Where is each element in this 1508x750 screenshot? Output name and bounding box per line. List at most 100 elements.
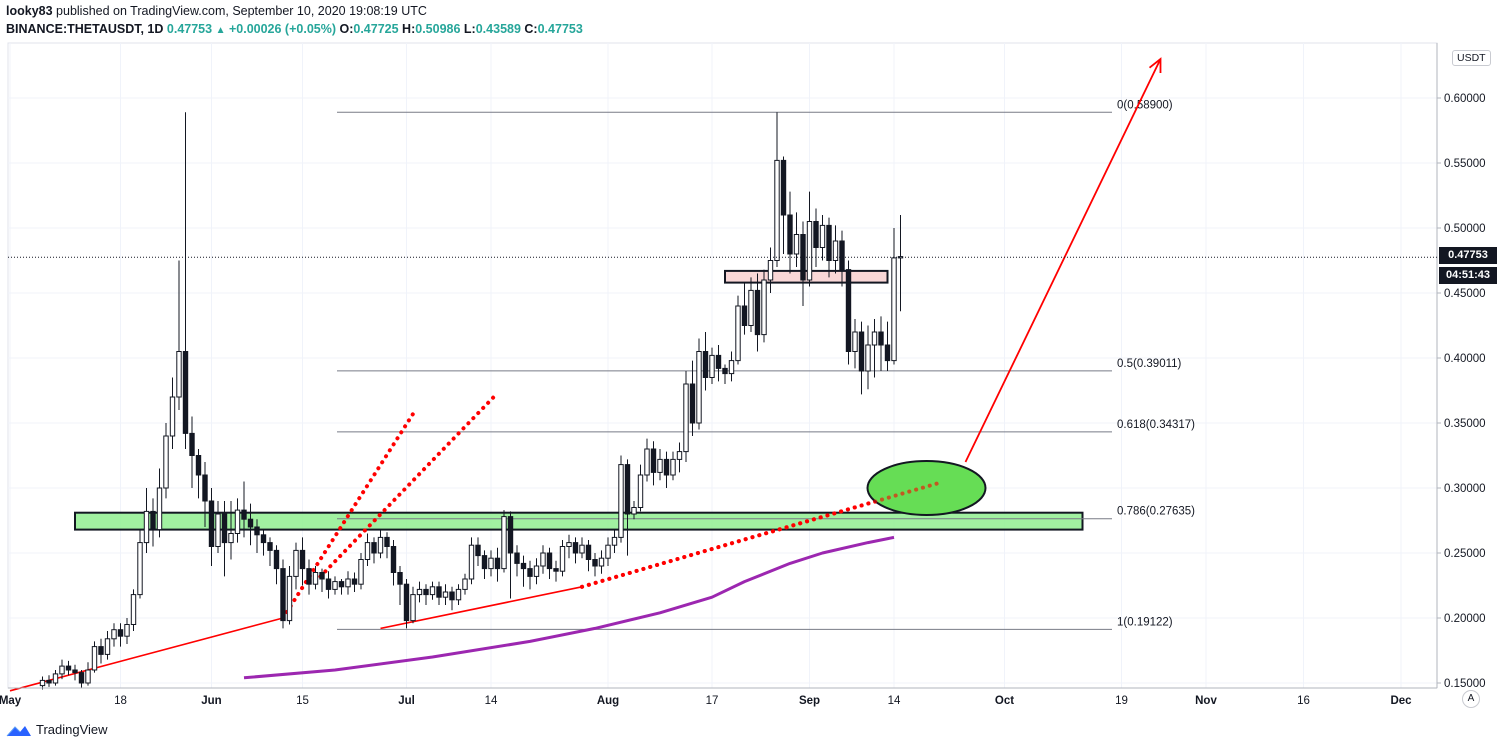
candle-up bbox=[286, 575, 293, 622]
ma-line bbox=[243, 535, 895, 680]
candle-down bbox=[754, 289, 761, 336]
support-zone bbox=[74, 511, 1084, 531]
annotations[interactable] bbox=[580, 57, 1162, 589]
candle-up bbox=[676, 451, 683, 460]
x-tick-label: May bbox=[0, 695, 22, 707]
auto-scale-button[interactable]: A bbox=[1462, 690, 1480, 708]
candle-up bbox=[455, 588, 462, 601]
candle-down bbox=[826, 224, 832, 261]
candle-down bbox=[650, 448, 657, 473]
price-change: +0.00026 (+0.05%) bbox=[228, 22, 336, 36]
y-tick-label: 0.30000 bbox=[1444, 483, 1486, 495]
candle-up bbox=[332, 581, 338, 590]
publish-info: published on TradingView.com, September … bbox=[56, 4, 427, 18]
candle-up bbox=[670, 458, 676, 476]
candle-up bbox=[169, 396, 176, 437]
trendlines[interactable] bbox=[9, 391, 942, 692]
resistance-zone bbox=[724, 269, 889, 284]
publisher-line: looky83 published on TradingView.com, Se… bbox=[6, 4, 427, 18]
candle-up bbox=[364, 542, 371, 560]
candle-down bbox=[98, 646, 104, 655]
symbol-label[interactable]: BINANCE:THETAUSDT, 1D bbox=[6, 22, 164, 36]
x-tick-label: Oct bbox=[995, 695, 1014, 707]
tradingview-logo-icon bbox=[6, 725, 31, 736]
candle-down bbox=[858, 331, 865, 372]
y-tick-label: 0.35000 bbox=[1444, 418, 1486, 430]
x-tick-label: 14 bbox=[485, 695, 498, 707]
author-name[interactable]: looky83 bbox=[6, 4, 53, 18]
candle-up bbox=[819, 224, 826, 248]
candle-down bbox=[572, 542, 579, 554]
y-tick-label: 0.50000 bbox=[1444, 223, 1486, 235]
y-tick-label: 0.20000 bbox=[1444, 613, 1486, 625]
candle-down bbox=[390, 546, 397, 573]
candle-up bbox=[767, 260, 774, 281]
candle-up bbox=[312, 572, 319, 585]
candle-up bbox=[137, 542, 143, 596]
y-tick-label: 0.40000 bbox=[1444, 353, 1486, 365]
candle-up bbox=[761, 279, 767, 336]
candle-down bbox=[319, 572, 325, 580]
candle-down bbox=[689, 383, 696, 424]
candle-up bbox=[91, 646, 98, 671]
candle-up bbox=[631, 507, 637, 515]
candle-down bbox=[546, 552, 553, 570]
candle-down bbox=[813, 221, 819, 248]
candle-up bbox=[566, 542, 572, 547]
fib-retracement[interactable]: 0(0.58900) 0.5(0.39011) 0.618(0.34317) 0.78… bbox=[337, 99, 1195, 630]
x-tick-label: 14 bbox=[888, 695, 901, 707]
candle-down bbox=[449, 591, 455, 601]
candle-up bbox=[85, 669, 91, 684]
candle-up bbox=[442, 591, 449, 598]
candle-up bbox=[228, 533, 234, 544]
candle-up bbox=[52, 673, 59, 684]
dotted-trendline-overlay bbox=[580, 480, 942, 589]
fib-level-label: 1(0.19122) bbox=[1117, 616, 1173, 628]
candle-down bbox=[715, 354, 722, 369]
candle-down bbox=[260, 534, 267, 544]
moving-average bbox=[243, 535, 895, 680]
candle-up bbox=[806, 221, 813, 281]
candle-up bbox=[462, 578, 468, 590]
projection-arrow bbox=[964, 58, 1162, 463]
candle-up bbox=[429, 586, 436, 596]
candle-up bbox=[891, 257, 897, 362]
axes: 0.15000 0.20000 0.25000 0.30000 0.35000 0.400… bbox=[0, 43, 1486, 707]
trendline bbox=[9, 617, 284, 692]
candle-down bbox=[403, 583, 410, 622]
candle-down bbox=[494, 557, 501, 570]
candle-up bbox=[618, 464, 624, 538]
arrow-head-icon bbox=[1148, 57, 1162, 74]
candle-down bbox=[423, 588, 429, 596]
candle-down bbox=[384, 536, 390, 548]
price-zones bbox=[74, 269, 1084, 531]
candle-down bbox=[182, 351, 189, 434]
candle-down bbox=[273, 549, 280, 570]
candle-down bbox=[189, 432, 195, 456]
candle-down bbox=[46, 679, 52, 684]
currency-label[interactable]: USDT bbox=[1452, 50, 1491, 66]
candle-up bbox=[215, 513, 221, 547]
dotted-trendline bbox=[281, 411, 415, 620]
candle-down bbox=[299, 549, 306, 570]
y-tick-label: 0.45000 bbox=[1444, 288, 1486, 300]
candle-down bbox=[663, 458, 670, 476]
candle-down bbox=[351, 578, 358, 585]
x-tick-label: 16 bbox=[1297, 695, 1310, 707]
candle-down bbox=[78, 672, 85, 684]
candle-up bbox=[345, 578, 351, 588]
candle-down bbox=[371, 542, 377, 554]
candle-up bbox=[59, 665, 65, 675]
candle-down bbox=[150, 510, 156, 531]
dotted-trendline bbox=[313, 391, 500, 584]
candle-down bbox=[241, 509, 247, 520]
candle-up bbox=[865, 344, 871, 372]
candle-down bbox=[202, 474, 208, 502]
footer-brand[interactable]: TradingView bbox=[6, 722, 108, 737]
candle-up bbox=[468, 544, 475, 580]
candle-down bbox=[845, 269, 852, 353]
candle-up bbox=[728, 360, 735, 375]
candle-down bbox=[741, 305, 748, 326]
high-value: 0.50986 bbox=[415, 22, 461, 36]
